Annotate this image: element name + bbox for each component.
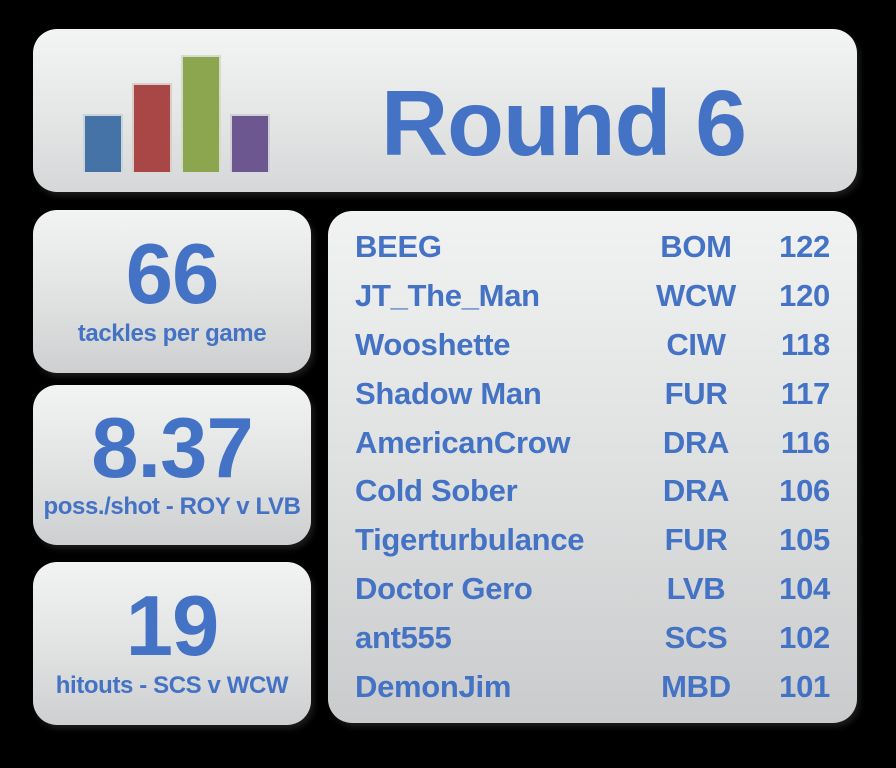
stat-value: 66 [125, 227, 220, 323]
player-name: AmericanCrow [355, 424, 571, 460]
stat-label: poss./shot - ROY v LVB [43, 493, 301, 521]
team-code: DRA [662, 424, 730, 460]
score-value: 101 [779, 668, 830, 704]
player-name: DemonJim [355, 668, 512, 704]
player-name: JT_The_Man [355, 278, 540, 314]
bar-red [132, 83, 172, 172]
table-row: Wooshette CIW 118 [328, 327, 857, 363]
score-value: 118 [780, 326, 830, 362]
stat-label: tackles per game [77, 319, 267, 347]
team-code: FUR [664, 375, 728, 411]
header-card: Round 6 [33, 29, 857, 192]
bar-chart-icon [83, 52, 270, 172]
player-name: Wooshette [355, 326, 511, 362]
stat-card-hitouts: 19 hitouts - SCS v WCW [33, 562, 311, 725]
table-row: Tigerturbulance FUR 105 [328, 522, 857, 558]
team-code: SCS [664, 619, 728, 655]
player-name: Tigerturbulance [355, 522, 585, 558]
team-code: BOM [660, 229, 732, 265]
player-name: BEEG [355, 229, 442, 265]
table-row: ant555 SCS 102 [328, 620, 857, 656]
team-code: CIW [666, 326, 726, 362]
bar-purple [230, 114, 270, 172]
table-row: BEEG BOM 122 [328, 229, 857, 265]
score-value: 116 [780, 424, 830, 460]
bar-blue [83, 114, 123, 172]
player-name: Cold Sober [355, 473, 518, 509]
player-name: Doctor Gero [355, 570, 533, 606]
player-name: ant555 [355, 619, 452, 655]
stat-value: 8.37 [91, 400, 253, 496]
score-value: 122 [779, 229, 830, 265]
team-code: WCW [655, 278, 736, 314]
team-code: DRA [662, 473, 730, 509]
score-value: 106 [779, 473, 830, 509]
table-row: Shadow Man FUR 117 [328, 376, 857, 412]
score-value: 117 [780, 375, 830, 411]
player-name: Shadow Man [355, 375, 542, 411]
team-code: MBD [661, 668, 731, 704]
table-row: AmericanCrow DRA 116 [328, 425, 857, 461]
table-row: Cold Sober DRA 106 [328, 473, 857, 509]
score-value: 102 [779, 619, 830, 655]
score-value: 104 [779, 570, 830, 606]
leaderboard: BEEG BOM 122 JT_The_Man WCW 120 Wooshett… [328, 211, 857, 723]
stat-label: hitouts - SCS v WCW [55, 671, 289, 699]
table-row: JT_The_Man WCW 120 [328, 278, 857, 314]
stat-card-tackles: 66 tackles per game [33, 210, 311, 373]
score-value: 105 [779, 522, 830, 558]
stat-value: 19 [125, 579, 220, 675]
stat-card-possessions: 8.37 poss./shot - ROY v LVB [33, 385, 311, 545]
score-value: 120 [779, 278, 830, 314]
page-title: Round 6 [381, 71, 747, 175]
table-row: Doctor Gero LVB 104 [328, 571, 857, 607]
team-code: LVB [666, 570, 726, 606]
team-code: FUR [664, 522, 728, 558]
bar-green [181, 55, 221, 172]
table-row: DemonJim MBD 101 [328, 669, 857, 705]
